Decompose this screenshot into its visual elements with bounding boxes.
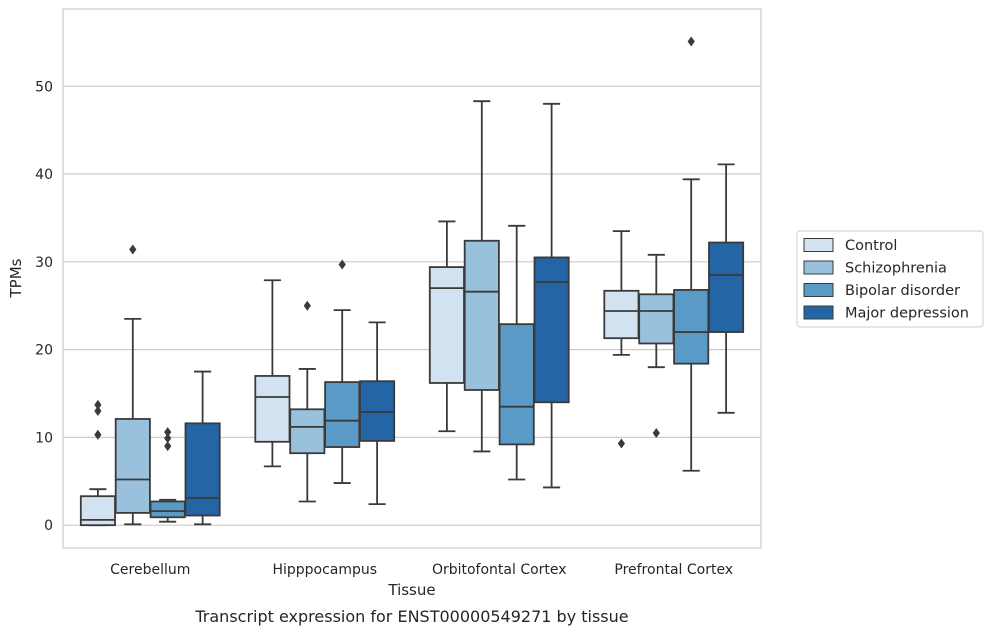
x-tick-label: Hipppocampus xyxy=(272,562,377,578)
outlier-point xyxy=(617,438,625,449)
box-body xyxy=(254,375,291,443)
outlier-point xyxy=(164,441,172,452)
box xyxy=(428,220,465,433)
box-body xyxy=(603,289,640,340)
box-body xyxy=(149,500,186,519)
box xyxy=(638,253,675,439)
outlier-point xyxy=(94,406,102,417)
outlier-point xyxy=(164,433,172,444)
y-tick-label: 50 xyxy=(35,79,53,95)
box-body xyxy=(79,495,116,527)
plot-area xyxy=(62,8,762,549)
outlier-point xyxy=(652,428,660,439)
box xyxy=(324,259,361,484)
y-tick-label: 0 xyxy=(44,518,53,534)
box-body xyxy=(533,256,570,404)
box xyxy=(498,224,535,481)
box-body xyxy=(498,323,535,446)
box xyxy=(149,427,186,523)
box-body xyxy=(184,422,221,517)
y-tick-label: 10 xyxy=(35,430,53,446)
box-body xyxy=(463,239,500,391)
box xyxy=(603,230,640,449)
x-tick-labels: Cerebellum Hipppocampus Orbitofontal Corte… xyxy=(110,562,733,578)
legend-swatch xyxy=(803,238,834,252)
legend-label: Bipolar disorder xyxy=(845,283,960,299)
box-body xyxy=(114,418,151,514)
box-body xyxy=(289,408,326,455)
legend-label: Schizophrenia xyxy=(845,261,947,277)
outlier-point xyxy=(687,36,695,47)
legend-label: Control xyxy=(845,238,897,254)
outlier-point xyxy=(338,259,346,270)
x-axis-label: Tissue xyxy=(387,581,435,599)
legend-frame xyxy=(796,230,984,328)
y-tick-label: 40 xyxy=(35,167,53,183)
box-body xyxy=(638,293,675,345)
y-tick-label: 20 xyxy=(35,343,53,359)
box-body xyxy=(673,289,710,365)
x-tick-label: Orbitofontal Cortex xyxy=(432,562,567,578)
box xyxy=(359,321,396,506)
x-tick-label: Cerebellum xyxy=(110,562,190,578)
box-body xyxy=(324,381,361,448)
outlier-point xyxy=(303,300,311,311)
outlier-point xyxy=(164,427,172,438)
box-body xyxy=(428,266,465,384)
outlier-point xyxy=(129,244,137,255)
y-tick-label: 30 xyxy=(35,255,53,271)
y-axis-label: TPMs xyxy=(7,258,25,298)
legend: Control Schizophrenia Bipolar disorder Majo… xyxy=(796,230,984,328)
grid-lines xyxy=(63,85,761,526)
box xyxy=(254,279,291,468)
x-tick-label: Prefrontal Cortex xyxy=(614,562,733,578)
box xyxy=(114,244,151,526)
boxes xyxy=(79,36,745,527)
box xyxy=(708,163,745,414)
box xyxy=(533,102,570,489)
box xyxy=(184,370,221,526)
legend-label: Major depression xyxy=(845,306,969,322)
legend-swatch xyxy=(803,283,834,297)
outlier-point xyxy=(94,399,102,410)
outlier-point xyxy=(94,429,102,440)
box xyxy=(79,399,116,527)
box xyxy=(463,100,500,453)
box-body xyxy=(708,241,745,333)
legend-swatch xyxy=(803,260,834,275)
legend-swatch xyxy=(803,305,834,320)
y-tick-labels: 0 10 20 30 40 50 xyxy=(35,79,53,534)
chart-caption: Transcript expression for ENST0000054927… xyxy=(194,607,628,626)
